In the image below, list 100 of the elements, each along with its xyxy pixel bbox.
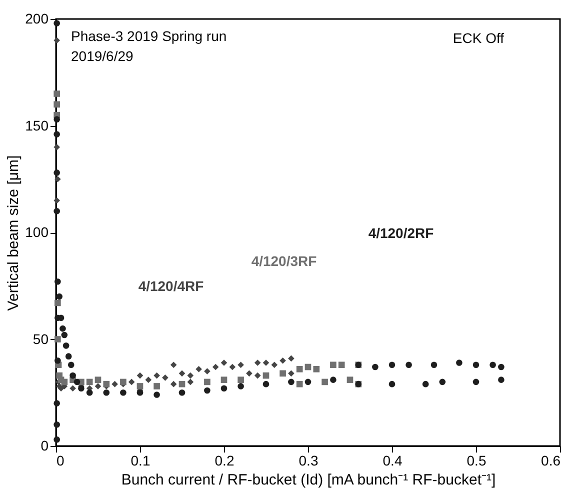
x-tick-label: 0.5 — [466, 452, 486, 468]
point — [54, 37, 60, 44]
point — [204, 387, 210, 394]
point — [70, 372, 76, 379]
point — [112, 380, 118, 388]
point — [262, 380, 270, 388]
point — [490, 362, 496, 368]
x-tick-label: 0.4 — [382, 452, 402, 468]
point — [220, 376, 228, 383]
y-tick-label: 50 — [32, 330, 49, 347]
point — [56, 293, 63, 300]
point — [68, 362, 74, 368]
point — [439, 378, 446, 386]
point — [178, 370, 186, 377]
point — [54, 116, 60, 122]
point — [54, 208, 60, 214]
x-tick-label: 0 — [56, 452, 64, 468]
point — [128, 378, 135, 386]
y-tick-label: 0 — [40, 438, 49, 454]
point — [204, 378, 210, 386]
point — [86, 389, 93, 396]
point — [472, 378, 480, 386]
point — [74, 378, 80, 386]
point — [60, 325, 66, 332]
point — [262, 360, 270, 366]
point — [338, 362, 345, 368]
point — [313, 366, 320, 372]
point — [304, 364, 312, 370]
point — [170, 380, 177, 388]
point — [103, 380, 110, 388]
point — [54, 436, 60, 443]
point — [54, 20, 60, 26]
point — [54, 197, 60, 204]
point — [187, 372, 194, 379]
point — [229, 364, 236, 370]
point — [238, 376, 244, 383]
point — [212, 364, 219, 370]
point — [162, 374, 168, 381]
point — [422, 380, 429, 388]
point — [346, 376, 354, 383]
point — [54, 90, 60, 97]
point — [262, 372, 270, 379]
y-tick-label: 150 — [25, 117, 49, 134]
point — [288, 355, 294, 362]
point — [388, 380, 396, 388]
point — [54, 300, 61, 306]
x-tick-label: 0.1 — [130, 452, 150, 468]
point — [136, 372, 144, 379]
point — [296, 380, 303, 388]
point — [430, 362, 438, 368]
point — [54, 170, 60, 176]
point — [280, 357, 286, 364]
point — [304, 378, 312, 386]
point — [220, 385, 228, 392]
text: 4/120/2RF — [368, 225, 434, 241]
text: 4/120/4RF — [138, 278, 204, 294]
point — [238, 362, 244, 368]
x-tick-label: 0.3 — [298, 452, 318, 468]
point — [94, 376, 102, 383]
point — [322, 378, 328, 386]
point — [54, 278, 61, 285]
point — [54, 131, 60, 138]
point — [65, 353, 72, 360]
point — [86, 378, 93, 386]
point — [238, 383, 244, 390]
point — [196, 366, 202, 372]
point — [54, 144, 60, 150]
point — [187, 378, 194, 386]
point — [170, 362, 177, 368]
point — [120, 389, 126, 396]
point — [136, 383, 144, 390]
point — [280, 370, 286, 377]
point — [154, 372, 160, 379]
point — [78, 385, 84, 392]
point — [103, 389, 110, 396]
point — [296, 366, 303, 372]
point — [204, 368, 210, 374]
point — [54, 176, 61, 182]
point — [388, 362, 396, 368]
x-axis-title: Bunch current / RF-bucket (Id) [mA bunch⁻¹ RF-bucket⁻¹] — [121, 472, 496, 488]
point — [54, 336, 61, 342]
point — [54, 101, 60, 108]
point — [220, 360, 228, 366]
point — [288, 378, 294, 386]
point — [154, 392, 160, 398]
point — [54, 357, 61, 364]
annotation: 2019/6/29 — [71, 48, 134, 64]
point — [271, 362, 278, 368]
point — [498, 376, 504, 383]
point — [178, 380, 186, 388]
y-axis-title: Vertical beam size [μm] — [5, 155, 22, 311]
y-tick-label: 200 — [25, 10, 49, 26]
point — [406, 362, 412, 368]
point — [94, 383, 102, 390]
point — [472, 362, 480, 368]
point — [456, 360, 462, 366]
point — [62, 342, 70, 349]
point — [254, 372, 261, 379]
point — [288, 370, 294, 377]
text: 4/120/3RF — [251, 253, 318, 269]
